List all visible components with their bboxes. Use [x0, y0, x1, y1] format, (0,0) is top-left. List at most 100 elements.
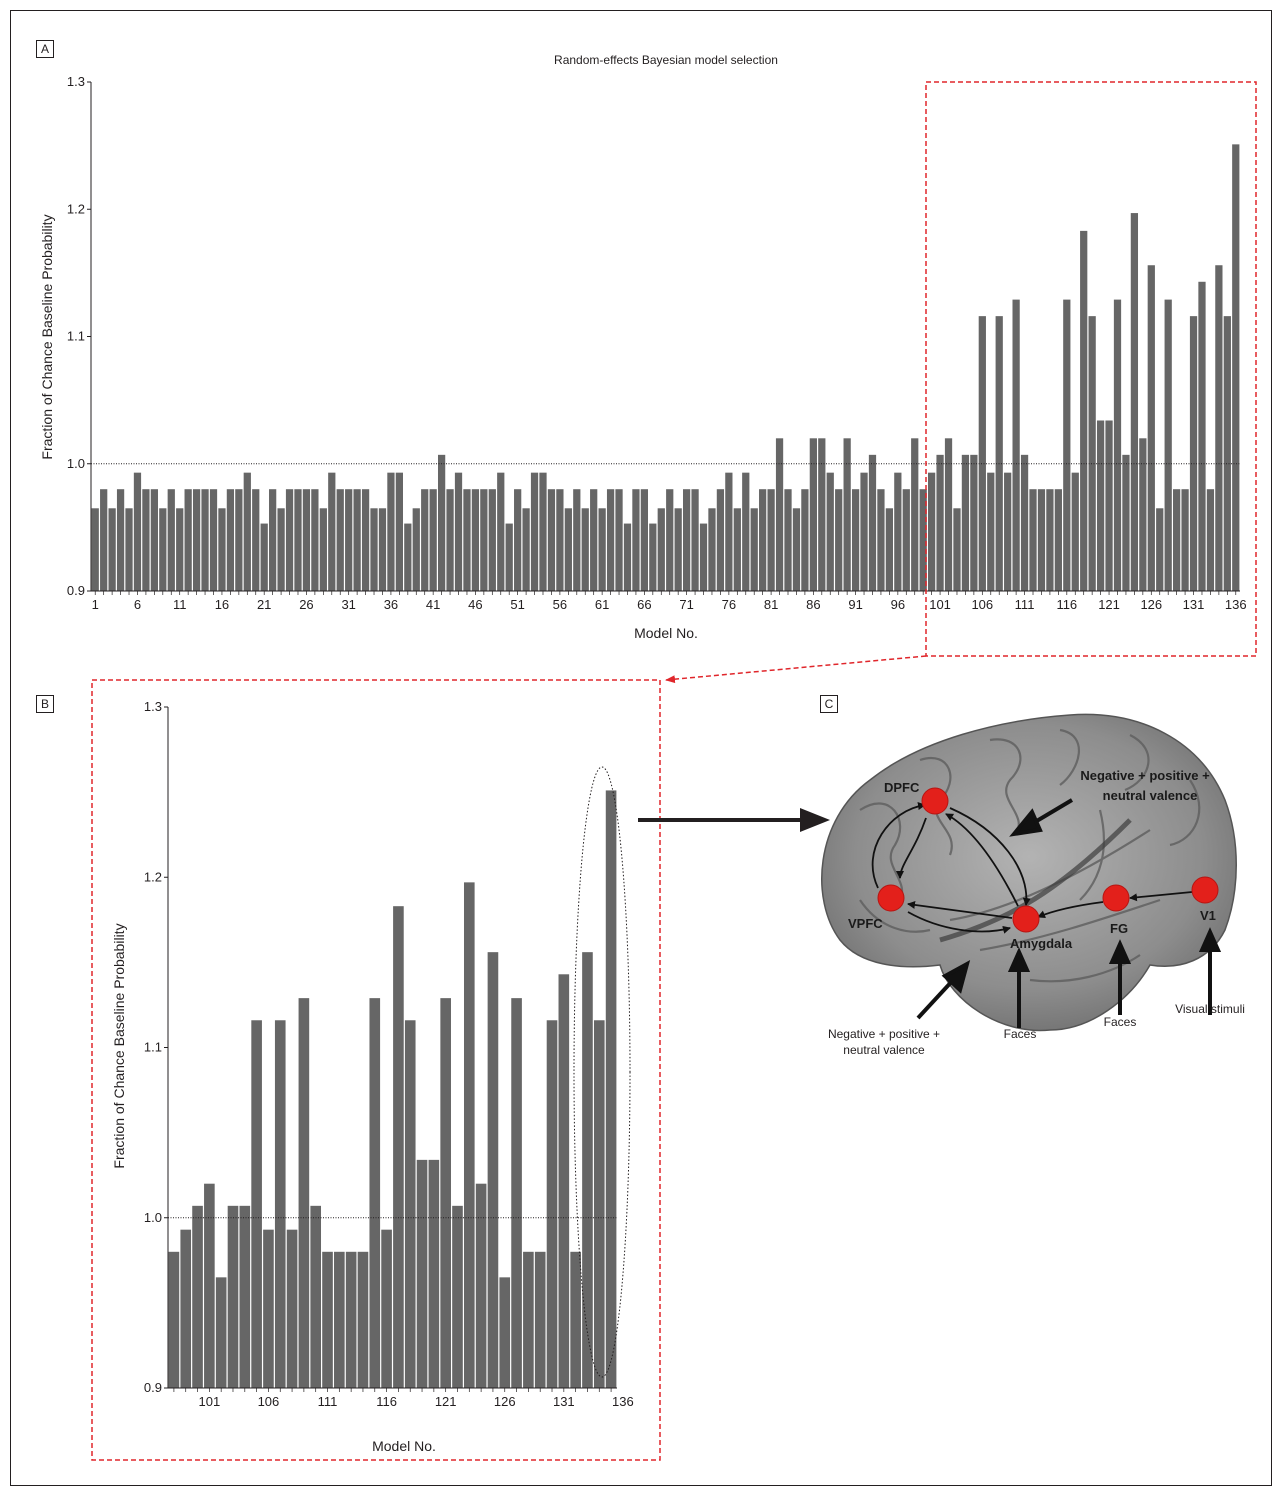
- input-arrow-valence-top: [1009, 808, 1043, 837]
- bar-model-130: [546, 1020, 558, 1388]
- bar-model-104: [239, 1205, 251, 1388]
- node-dpfc: [921, 787, 949, 815]
- x-tick-label-56: 56: [553, 597, 567, 612]
- bar-model-39: [412, 508, 420, 591]
- x-tick-label-116: 116: [1056, 597, 1077, 612]
- bar-model-16: [218, 508, 226, 591]
- bar-model-14: [201, 489, 209, 591]
- bar-model-53: [530, 472, 539, 591]
- bar-model-95: [885, 508, 894, 591]
- bar-model-21: [260, 523, 268, 591]
- input-arrow-faces-amygdala: [1007, 947, 1031, 972]
- chart-a-y-axis-label: Fraction of Chance Baseline Probability: [39, 214, 55, 459]
- bar-model-100: [928, 472, 936, 591]
- x-tick-label-121: 121: [1098, 597, 1120, 612]
- label-vpfc: VPFC: [848, 916, 883, 931]
- bar-model-46: [471, 489, 480, 591]
- bar-model-85: [801, 489, 809, 591]
- bar-model-18: [235, 489, 243, 591]
- x-tick-label-31: 31: [341, 597, 355, 612]
- y-tick-label-0.9: 0.9: [67, 583, 85, 598]
- bar-model-72: [691, 489, 699, 591]
- x-tick-label-136: 136: [612, 1394, 634, 1409]
- bar-model-94: [877, 489, 885, 591]
- y-tick-label-1.2: 1.2: [144, 869, 162, 884]
- x-tick-label-121: 121: [435, 1394, 457, 1409]
- bar-model-55: [547, 489, 556, 591]
- bar-model-36: [387, 472, 395, 591]
- bar-model-100: [192, 1205, 203, 1388]
- bar-model-103: [953, 508, 961, 591]
- label-amygdala: Amygdala: [1010, 936, 1073, 951]
- x-tick-label-126: 126: [494, 1394, 516, 1409]
- chart-a: Random-effects Bayesian model selection …: [39, 53, 1247, 641]
- bar-model-2: [100, 489, 108, 591]
- x-tick-label-21: 21: [257, 597, 271, 612]
- bar-model-91: [851, 489, 860, 591]
- x-tick-label-106: 106: [258, 1394, 280, 1409]
- bar-model-69: [666, 489, 674, 591]
- bar-model-107: [274, 1020, 286, 1388]
- bar-model-67: [649, 523, 657, 591]
- bar-model-15: [209, 489, 218, 591]
- x-tick-label-131: 131: [553, 1394, 575, 1409]
- bar-model-132: [1198, 281, 1206, 591]
- input-arrows: [916, 798, 1222, 1028]
- bar-model-83: [784, 489, 792, 591]
- bar-model-61: [598, 508, 606, 591]
- label-visual-stimuli: Visual stimuli: [1175, 1002, 1245, 1016]
- bar-model-33: [361, 489, 370, 591]
- y-tick-label-1.1: 1.1: [67, 329, 85, 344]
- label-valence-top-line1: Negative + positive +: [1080, 768, 1210, 783]
- x-tick-label-36: 36: [384, 597, 398, 612]
- label-valence-top-line2: neutral valence: [1103, 788, 1198, 803]
- bar-model-32: [353, 489, 361, 591]
- bar-model-17: [226, 489, 235, 591]
- edge-v1-fg: [1129, 891, 1193, 902]
- y-tick-label-1.3: 1.3: [67, 74, 85, 89]
- y-tick-label-1.0: 1.0: [144, 1210, 162, 1225]
- x-tick-label-96: 96: [891, 597, 905, 612]
- bar-model-3: [108, 508, 116, 591]
- bar-model-4: [116, 489, 125, 591]
- bar-model-112: [334, 1251, 345, 1388]
- x-tick-label-111: 111: [1015, 597, 1035, 612]
- x-tick-label-66: 66: [637, 597, 651, 612]
- bar-model-117: [1071, 472, 1079, 591]
- sylvian-fissure: [939, 818, 1132, 943]
- bar-model-43: [446, 489, 454, 591]
- bar-model-101: [204, 1183, 215, 1388]
- bar-model-87: [818, 438, 826, 591]
- bar-model-64: [623, 523, 632, 591]
- bar-model-130: [1181, 489, 1189, 591]
- x-tick-label-41: 41: [426, 597, 440, 612]
- y-tick-label-1.2: 1.2: [67, 201, 85, 216]
- bar-model-122: [1113, 299, 1122, 591]
- x-tick-label-46: 46: [468, 597, 482, 612]
- bar-model-113: [1037, 489, 1046, 591]
- y-tick-label-1.1: 1.1: [144, 1040, 162, 1055]
- bar-model-131: [1189, 316, 1198, 591]
- bar-model-102: [944, 438, 953, 591]
- bar-model-68: [657, 508, 665, 591]
- brain-diagram: DPFC VPFC Amygdala FG V1 Negative + posi…: [821, 713, 1245, 1057]
- bar-model-65: [632, 489, 640, 591]
- label-fg: FG: [1110, 921, 1128, 936]
- bar-model-108: [286, 1229, 298, 1388]
- node-fg: [1102, 884, 1130, 912]
- chart-b-x-axis-label: Model No.: [372, 1438, 436, 1454]
- bar-model-78: [742, 472, 750, 591]
- x-tick-label-61: 61: [595, 597, 609, 612]
- x-tick-label-86: 86: [806, 597, 820, 612]
- bar-model-92: [860, 472, 868, 591]
- bar-model-118: [1080, 230, 1088, 591]
- x-tick-label-26: 26: [299, 597, 313, 612]
- connections: [871, 802, 1193, 934]
- bar-model-98: [911, 438, 919, 591]
- bar-model-11: [176, 508, 184, 591]
- bar-model-121: [440, 998, 451, 1388]
- bar-model-6: [133, 472, 142, 591]
- bar-model-70: [674, 508, 682, 591]
- bar-model-134: [593, 1020, 605, 1388]
- bar-model-106: [978, 316, 986, 591]
